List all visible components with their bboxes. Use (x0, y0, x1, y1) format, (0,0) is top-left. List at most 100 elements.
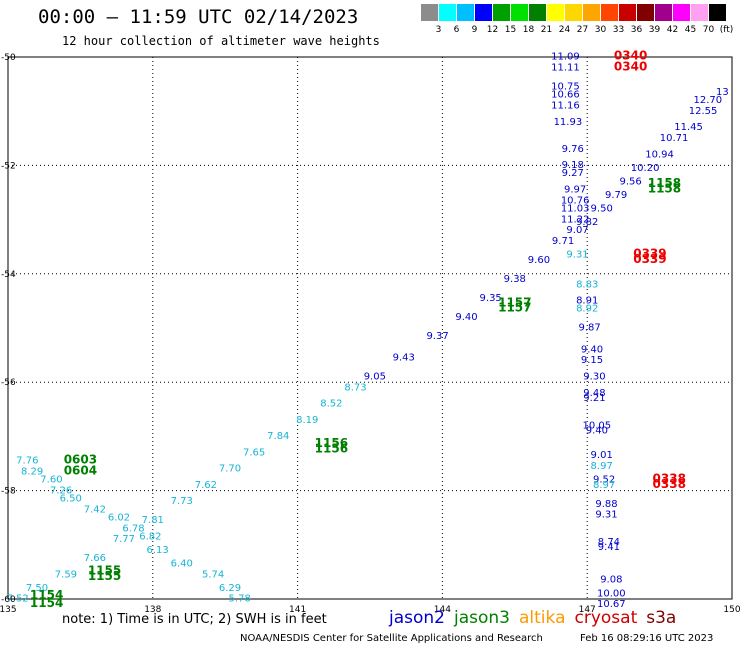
swh-value: 8.73 (344, 382, 366, 393)
colorbar-label: 33 (612, 25, 625, 35)
swh-value: 9.31 (595, 510, 617, 521)
colorbar-label: 30 (594, 25, 607, 35)
colorbar-label: 39 (648, 25, 661, 35)
x-tick-label: 144 (434, 605, 451, 612)
pass-time-label: 0338 (653, 477, 686, 491)
swh-value: 6.78 (122, 523, 144, 534)
swh-value: 8.52 (320, 399, 342, 410)
pass-time-label: 0339 (633, 252, 666, 266)
swh-value: 9.87 (578, 323, 600, 334)
credit-line: NOAA/NESDIS Center for Satellite Applica… (240, 633, 543, 644)
swh-value: 7.26 (50, 485, 72, 496)
swh-value: 9.30 (583, 371, 605, 382)
colorbar-swatch (619, 4, 636, 21)
colorbar-swatch (601, 4, 618, 21)
colorbar-swatch (547, 4, 564, 21)
pass-time-label: 1156 (315, 436, 348, 450)
y-tick-label: -54 (1, 270, 16, 280)
swh-value: 11.45 (674, 122, 703, 133)
swh-value: 6.02 (108, 512, 130, 523)
swh-value: 11.09 (551, 52, 580, 63)
swh-value: 9.48 (583, 388, 605, 399)
swh-value: 11.11 (551, 63, 580, 74)
x-tick-label: 141 (289, 605, 306, 612)
swh-value: 10.94 (645, 149, 674, 160)
colorbar-label: 70 (702, 25, 715, 35)
satellite-legend-item: jason3 (454, 608, 510, 628)
swh-value: 9.07 (566, 225, 588, 236)
pass-time-label: 1158 (648, 182, 681, 196)
colorbar-label: 42 (666, 25, 679, 35)
swh-value: 9.71 (552, 236, 574, 247)
swh-value: 9.79 (605, 190, 627, 201)
x-tick-label: 150 (723, 605, 740, 612)
swh-value: 10.71 (660, 133, 689, 144)
swh-value: 9.40 (455, 312, 477, 323)
swh-value: 9.15 (581, 355, 603, 366)
pass-time-label: 0603 (64, 453, 97, 467)
swh-value: 11.93 (554, 117, 583, 128)
colorbar-label: 12 (486, 25, 499, 35)
swh-value: 11.03 (561, 203, 590, 214)
swh-value: 9.01 (591, 450, 613, 461)
swh-value: 9.40 (586, 426, 608, 437)
y-tick-label: -56 (1, 378, 16, 388)
plot-frame (7, 56, 733, 600)
pass-time-label: 1155 (88, 569, 121, 583)
swh-value: 9.18 (562, 160, 584, 171)
pass-time-label: 1154 (30, 596, 63, 610)
chart-title: 00:00 – 11:59 UTC 02/14/2023 (38, 6, 359, 28)
swh-value: 9.76 (562, 144, 584, 155)
pass-time-label: 1157 (498, 301, 531, 315)
swh-value: 9.41 (598, 542, 620, 553)
colorbar-label: 27 (576, 25, 589, 35)
satellite-legend: jason2 jason3 altika cryosat s3a (389, 608, 685, 628)
colorbar-label: (ft) (719, 25, 734, 35)
pass-time-label: 0340 (614, 60, 647, 74)
colorbar-swatch (709, 4, 726, 21)
colorbar-label: 45 (684, 25, 697, 35)
swh-value: 10.67 (597, 599, 626, 610)
swh-value: 9.31 (566, 250, 588, 261)
swh-value: 8.97 (593, 480, 615, 491)
swh-value: 9.38 (504, 274, 526, 285)
swh-value: 7.50 (26, 583, 48, 594)
swh-value: 10.05 (583, 420, 612, 431)
colorbar-swatch (583, 4, 600, 21)
colorbar-label: 3 (435, 25, 442, 35)
swh-value: 6.40 (171, 558, 193, 569)
swh-value: 10.66 (551, 90, 580, 101)
swh-value: 9.37 (426, 331, 448, 342)
colorbar-label: 9 (471, 25, 478, 35)
colorbar-swatch (673, 4, 690, 21)
swh-value: 10.20 (631, 163, 660, 174)
swh-value: 10.76 (561, 195, 590, 206)
colorbar-swatch (493, 4, 510, 21)
swh-value: 7.73 (171, 496, 193, 507)
pass-time-label: 0604 (64, 463, 97, 477)
swh-value: 9.52 (593, 474, 615, 485)
x-tick-label: 138 (144, 605, 161, 612)
pass-time-label: 1154 (30, 588, 63, 602)
pass-time-label: 0338 (653, 471, 686, 485)
colorbar-swatch (655, 4, 672, 21)
swh-value: 9.27 (562, 168, 584, 179)
swh-value: 7.42 (84, 504, 106, 515)
swh-value: 9.50 (591, 203, 613, 214)
swh-value: 9.60 (528, 255, 550, 266)
swh-value: 7.60 (40, 474, 62, 485)
colorbar-swatch (565, 4, 582, 21)
swh-value: 8.29 (21, 466, 43, 477)
swh-value: 8.19 (296, 415, 318, 426)
pass-time-label: 1157 (498, 295, 531, 309)
swh-value: 8.92 (576, 304, 598, 315)
colorbar-label: 24 (558, 25, 571, 35)
y-tick-label: -58 (1, 487, 16, 497)
swh-value: 6.13 (146, 545, 168, 556)
satellite-legend-item: cryosat (574, 608, 638, 628)
footnote: note: 1) Time is in UTC; 2) SWH is in fe… (62, 612, 327, 627)
pass-time-label: 0339 (633, 247, 666, 261)
satellite-legend-item: s3a (646, 608, 677, 628)
swh-value: 7.52 (7, 594, 29, 605)
swh-value: 11.22 (561, 214, 590, 225)
